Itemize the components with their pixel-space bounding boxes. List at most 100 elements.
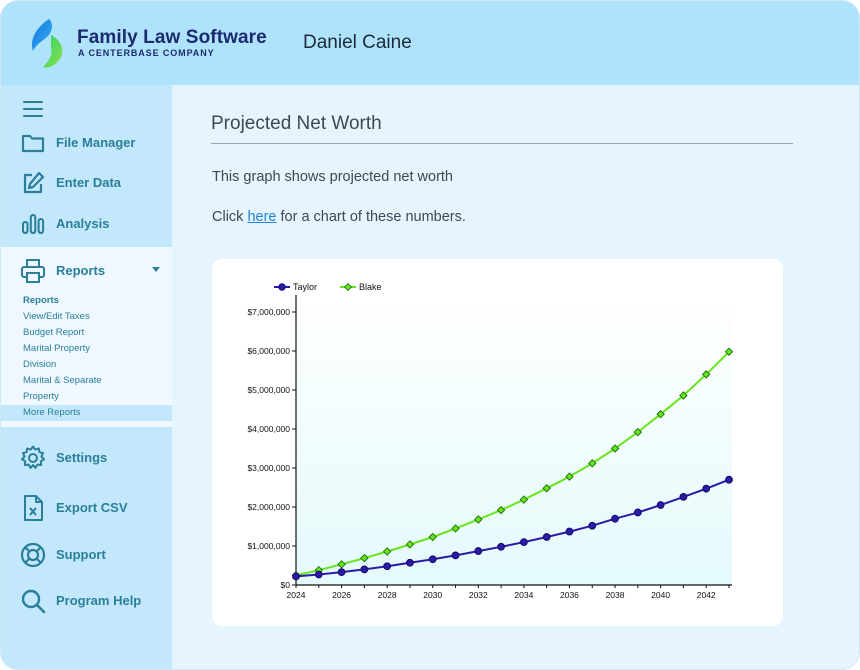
- data-point-blake: [701, 370, 711, 379]
- sidebar-item-analysis[interactable]: Analysis: [1, 206, 172, 242]
- data-point-taylor: [611, 514, 619, 523]
- data-point-blake: [496, 505, 506, 515]
- sidebar-item-settings[interactable]: Settings: [1, 440, 172, 476]
- chart-legend: Taylor Blake: [274, 282, 382, 292]
- plot-area: [296, 292, 732, 585]
- y-tick-label: $7,000,000: [247, 307, 290, 317]
- data-point-taylor: [474, 547, 483, 555]
- data-point-taylor: [383, 562, 392, 571]
- data-point-blake: [588, 459, 597, 468]
- data-point-blake: [337, 560, 346, 569]
- chart-link-line: Click here for a chart of these numbers.: [212, 209, 466, 225]
- data-point-blake: [724, 347, 734, 357]
- sidebar-item-label: Enter Data: [56, 175, 122, 190]
- data-point-taylor: [314, 570, 323, 579]
- x-tick-label: 2038: [606, 590, 625, 600]
- data-point-taylor: [519, 538, 528, 547]
- brand-title: Family Law Software: [77, 27, 267, 48]
- x-tick-label: 2028: [378, 590, 397, 600]
- menu-toggle-icon[interactable]: [23, 101, 43, 117]
- data-point-blake: [405, 540, 415, 549]
- data-point-blake: [382, 547, 392, 556]
- sidebar: File Manager Enter Data Analysis Re: [1, 85, 172, 669]
- data-point-blake: [656, 409, 665, 419]
- y-tick-label: $1,000,000: [247, 541, 290, 551]
- submenu-item-division[interactable]: Division: [23, 359, 57, 370]
- sidebar-item-reports[interactable]: Reports Reports View/Edit Taxes Budget R…: [1, 247, 172, 427]
- data-point-taylor: [360, 565, 369, 574]
- sidebar-item-export-csv[interactable]: Export CSV: [1, 490, 172, 526]
- legend-label: Blake: [359, 282, 382, 292]
- submenu-item-property[interactable]: Property: [23, 391, 59, 402]
- submenu-item-more-reports[interactable]: More Reports: [1, 405, 172, 421]
- sidebar-item-support[interactable]: Support: [1, 537, 172, 573]
- data-point-blake: [360, 553, 369, 563]
- data-point-blake: [474, 515, 483, 524]
- sidebar-item-program-help[interactable]: Program Help: [1, 583, 172, 619]
- data-point-blake: [519, 495, 529, 504]
- data-point-taylor: [292, 572, 300, 581]
- x-tick-label: 2036: [560, 590, 579, 600]
- title-divider: [211, 143, 793, 144]
- y-axis: $0 $1,000,000 $2,000,000 $3,000,000 $4,000,0…: [247, 295, 297, 590]
- here-link[interactable]: here: [247, 209, 277, 225]
- sidebar-item-label: Export CSV: [56, 500, 128, 515]
- series-line-blake: [295, 351, 730, 577]
- x-tick-label: 2034: [514, 590, 533, 600]
- data-point-taylor: [451, 551, 460, 560]
- edit-icon: [23, 171, 45, 194]
- header-bar: Family Law Software A CENTERBASE COMPANY…: [1, 1, 859, 85]
- x-tick-label: 2042: [697, 590, 716, 600]
- sidebar-item-label: Support: [56, 547, 106, 562]
- x-tick-label: 2030: [423, 590, 442, 600]
- sidebar-item-file-manager[interactable]: File Manager: [1, 125, 172, 161]
- submenu-item-reports[interactable]: Reports: [23, 295, 59, 306]
- data-point-blake: [428, 532, 437, 542]
- submenu-item-budget-report[interactable]: Budget Report: [23, 327, 85, 338]
- sidebar-item-label: Analysis: [56, 216, 110, 231]
- submenu-item-view-edit-taxes[interactable]: View/Edit Taxes: [23, 311, 90, 322]
- chevron-down-icon[interactable]: [152, 267, 160, 272]
- data-point-taylor: [497, 542, 506, 551]
- graph-description: This graph shows projected net worth: [212, 169, 453, 185]
- data-point-taylor: [656, 501, 665, 509]
- click-suffix: for a chart of these numbers.: [276, 209, 466, 225]
- legend-label: Taylor: [293, 282, 317, 292]
- printer-icon: [21, 259, 45, 283]
- main-content: Projected Net Worth This graph shows pro…: [172, 85, 859, 669]
- x-tick-label: 2040: [651, 590, 670, 600]
- user-name: Daniel Caine: [303, 32, 412, 53]
- page-title: Projected Net Worth: [211, 113, 382, 134]
- legend-marker: [278, 283, 286, 291]
- data-point-blake: [451, 524, 460, 533]
- data-point-taylor: [406, 558, 414, 567]
- net-worth-chart-card: Taylor Blake $0 $1,000,000 $2,000,000 $3,000…: [212, 259, 783, 626]
- sidebar-item-label: Reports: [56, 263, 106, 278]
- x-tick-label: 2026: [332, 590, 351, 600]
- sidebar-item-label: Settings: [56, 450, 108, 465]
- sidebar-item-label: File Manager: [56, 135, 136, 150]
- data-point-blake: [679, 391, 688, 400]
- y-tick-label: $2,000,000: [247, 502, 290, 512]
- y-tick-label: $4,000,000: [247, 424, 290, 434]
- data-point-blake: [565, 472, 574, 481]
- net-worth-chart: Taylor Blake $0 $1,000,000 $2,000,000 $3,000…: [247, 282, 734, 600]
- click-prefix: Click: [212, 209, 248, 225]
- y-tick-label: $5,000,000: [247, 385, 290, 395]
- data-point-blake: [542, 484, 551, 493]
- magnifier-icon: [21, 589, 46, 614]
- data-point-taylor: [702, 484, 711, 493]
- y-tick-label: $0: [281, 580, 291, 590]
- submenu-item-marital-separate[interactable]: Marital & Separate: [23, 375, 102, 386]
- data-point-taylor: [725, 475, 733, 484]
- data-point-taylor: [428, 555, 437, 564]
- data-point-blake: [610, 444, 620, 453]
- gear-icon: [20, 445, 46, 469]
- x-tick-label: 2032: [469, 590, 488, 600]
- y-tick-label: $3,000,000: [247, 463, 290, 473]
- sidebar-item-enter-data[interactable]: Enter Data: [1, 165, 172, 201]
- data-point-blake: [633, 427, 643, 437]
- submenu-item-marital-property[interactable]: Marital Property: [23, 343, 91, 354]
- data-point-taylor: [542, 533, 551, 541]
